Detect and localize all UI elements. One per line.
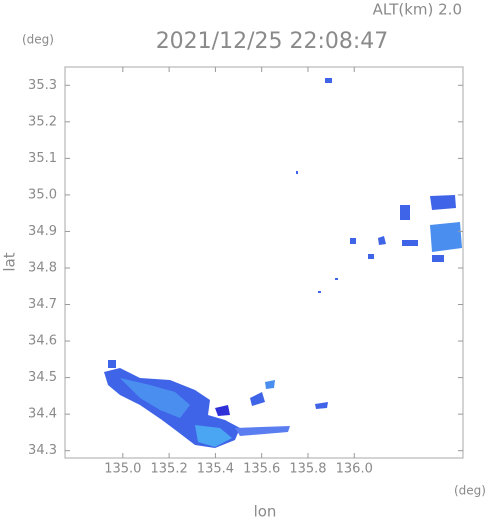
echo (350, 238, 356, 244)
y-tick-label: 34.6 (28, 334, 57, 349)
echo (325, 78, 332, 83)
echo (108, 360, 116, 368)
header: ALT(km) 2.0 (373, 1, 462, 19)
radar-echoes (104, 78, 462, 448)
y-tick-label: 34.9 (28, 224, 57, 239)
echo (430, 195, 456, 210)
y-tick-label: 35.0 (28, 187, 57, 202)
y-tick-label: 34.8 (28, 260, 57, 275)
y-tick-label: 34.4 (28, 407, 57, 422)
echo (265, 380, 275, 389)
y-tick-label: 35.2 (28, 114, 57, 129)
y-tick-label: 35.3 (28, 78, 57, 93)
echo (368, 254, 374, 259)
echo (335, 278, 338, 280)
echo (430, 222, 462, 252)
echo (432, 255, 444, 262)
echo (400, 205, 410, 220)
y-tick-label: 34.3 (28, 443, 57, 458)
x-tick-label: 135.8 (289, 462, 326, 477)
x-unit: (deg) (454, 484, 486, 498)
x-tick-label: 135.6 (243, 462, 280, 477)
y-tick-label: 34.7 (28, 297, 57, 312)
echo (235, 426, 290, 436)
x-tick-label: 135.2 (151, 462, 188, 477)
echo (215, 405, 230, 416)
echo (250, 392, 265, 406)
y-tick-label: 34.5 (28, 370, 57, 385)
y-axis-label: lat (1, 252, 19, 271)
y-unit: (deg) (22, 33, 54, 47)
x-tick-label: 135.0 (104, 462, 141, 477)
echo (402, 240, 418, 246)
echo (296, 171, 298, 174)
chart-title: 2021/12/25 22:08:47 (156, 29, 389, 54)
echo (318, 291, 321, 293)
echo (120, 378, 190, 418)
x-axis-label: lon (254, 503, 277, 521)
x-tick-label: 136.0 (336, 462, 373, 477)
y-tick-label: 35.1 (28, 151, 57, 166)
echo (315, 402, 328, 409)
plot-frame (64, 66, 464, 459)
echo (195, 425, 232, 447)
echo (378, 236, 386, 245)
x-tick-label: 135.4 (197, 462, 234, 477)
